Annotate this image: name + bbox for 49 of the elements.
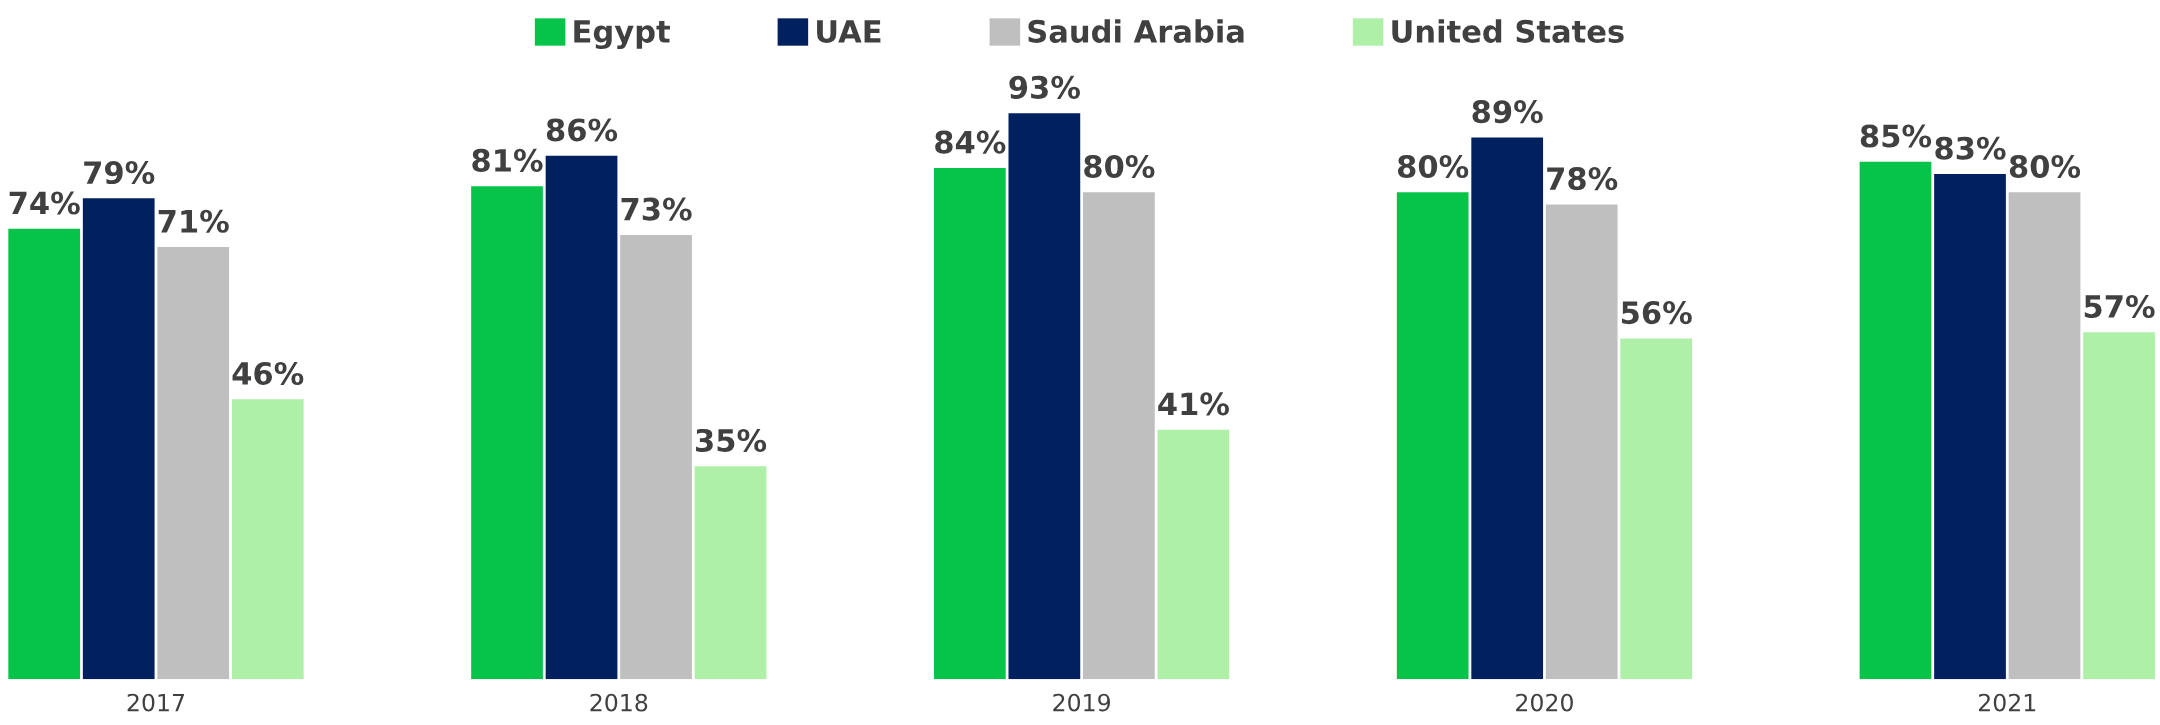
data-label: 46% bbox=[232, 361, 304, 386]
bar bbox=[2008, 192, 2081, 680]
data-label: 57% bbox=[2084, 294, 2155, 319]
bar bbox=[1934, 174, 2006, 680]
x-tick-label: 2018 bbox=[590, 693, 648, 712]
data-label: 80% bbox=[1397, 154, 1469, 179]
x-tick-label: 2017 bbox=[127, 693, 184, 712]
x-tick-label: 2019 bbox=[1053, 693, 1110, 712]
data-label: 83% bbox=[1935, 136, 2006, 160]
bar bbox=[2083, 332, 2155, 680]
data-label: 35% bbox=[696, 428, 767, 452]
data-label: 85% bbox=[1860, 124, 1932, 148]
bar bbox=[1008, 113, 1081, 680]
data-label: 80% bbox=[1084, 154, 1155, 179]
bar bbox=[1471, 137, 1544, 680]
data-label: 89% bbox=[1472, 100, 1543, 124]
x-tick-label: 2020 bbox=[1516, 693, 1573, 712]
bar bbox=[8, 228, 81, 680]
data-label: 93% bbox=[1009, 75, 1080, 99]
data-label: 71% bbox=[158, 209, 229, 233]
data-label: 80% bbox=[2009, 154, 2081, 179]
bar bbox=[231, 399, 304, 680]
data-label: 81% bbox=[472, 148, 543, 172]
bar bbox=[82, 198, 155, 680]
bar bbox=[620, 234, 692, 680]
data-label: 41% bbox=[1158, 392, 1229, 416]
legend-label: Saudi Arabia bbox=[1028, 19, 1244, 43]
x-tick-label: 2021 bbox=[1978, 693, 2036, 712]
legend-label: Egypt bbox=[574, 20, 670, 50]
legend-label: UAE bbox=[817, 20, 881, 43]
bar bbox=[1083, 192, 1155, 680]
bar bbox=[1859, 161, 1932, 680]
bar bbox=[471, 186, 543, 680]
bar bbox=[694, 466, 767, 680]
bar bbox=[933, 167, 1006, 680]
bar bbox=[1545, 204, 1618, 680]
data-label: 78% bbox=[1547, 167, 1618, 191]
bar bbox=[545, 155, 618, 680]
data-label: 79% bbox=[84, 161, 155, 185]
data-label: 56% bbox=[1622, 301, 1692, 325]
data-label: 84% bbox=[935, 130, 1006, 154]
data-label: 74% bbox=[9, 191, 80, 215]
bar bbox=[1620, 338, 1693, 680]
data-label: 86% bbox=[546, 118, 618, 142]
bar bbox=[1157, 429, 1230, 680]
bar bbox=[1396, 192, 1469, 680]
bar bbox=[157, 247, 230, 680]
legend-label: United States bbox=[1392, 19, 1624, 43]
data-label: 73% bbox=[621, 197, 692, 221]
